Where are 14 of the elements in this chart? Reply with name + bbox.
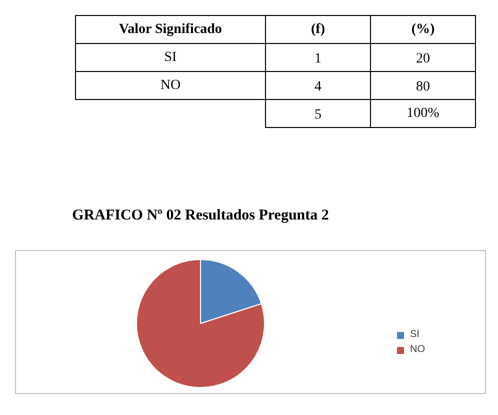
- text: NO: [160, 78, 181, 93]
- text: 80: [416, 80, 430, 94]
- text: (%): [411, 22, 435, 37]
- legend-label: SI: [410, 329, 420, 340]
- text: Valor Significado: [118, 22, 222, 37]
- legend-label: NO: [410, 344, 426, 355]
- text: (f): [311, 22, 326, 37]
- text: SI: [164, 50, 178, 65]
- text: 100%: [406, 106, 440, 121]
- chart-title: GRAFICO Nº 02 Resultados Pregunta 2: [72, 208, 329, 224]
- text: 20: [416, 52, 430, 66]
- text: 4: [314, 80, 322, 94]
- text: 5: [314, 108, 322, 122]
- text: 1: [314, 52, 322, 66]
